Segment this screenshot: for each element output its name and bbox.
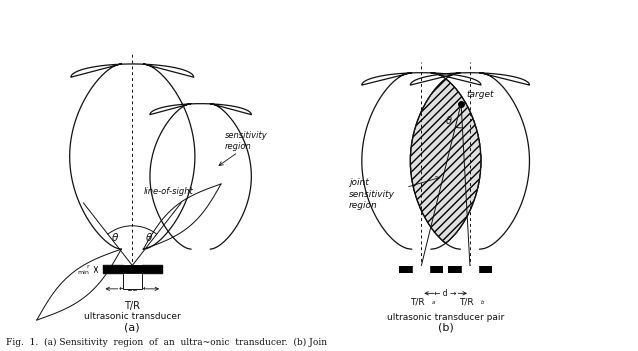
Text: $\theta$: $\theta$ — [145, 231, 153, 243]
Bar — [399, 266, 443, 273]
Text: target: target — [466, 90, 494, 99]
Text: joint
sensitivity
region: joint sensitivity region — [348, 178, 394, 210]
Text: $\theta$: $\theta$ — [445, 114, 452, 126]
Text: line-of-sight: line-of-sight — [144, 187, 193, 196]
Text: $_a$: $_a$ — [431, 298, 436, 307]
Text: (b): (b) — [438, 323, 454, 333]
Bar — [448, 266, 492, 273]
Text: ultrasonic transducer pair: ultrasonic transducer pair — [387, 313, 504, 322]
Bar — [103, 265, 162, 273]
Text: (a): (a) — [124, 323, 140, 333]
Text: $_b$: $_b$ — [480, 298, 485, 307]
Text: T/R: T/R — [124, 301, 140, 311]
Text: ultrasonic transducer: ultrasonic transducer — [84, 312, 181, 321]
Text: sensitivity
region: sensitivity region — [225, 131, 268, 151]
Text: T/R: T/R — [459, 298, 473, 307]
Text: $\theta$: $\theta$ — [112, 231, 119, 243]
Text: Fig.  1.  (a) Sensitivity  region  of  an  ultra~onic  transducer.  (b) Join: Fig. 1. (a) Sensitivity region of an ult… — [6, 338, 327, 347]
Text: ← d →: ← d → — [434, 289, 457, 298]
Text: r
min: r min — [77, 264, 89, 275]
Text: ← 2a →: ← 2a → — [119, 284, 146, 293]
Bar — [122, 273, 142, 289]
Text: T/R: T/R — [410, 298, 425, 307]
